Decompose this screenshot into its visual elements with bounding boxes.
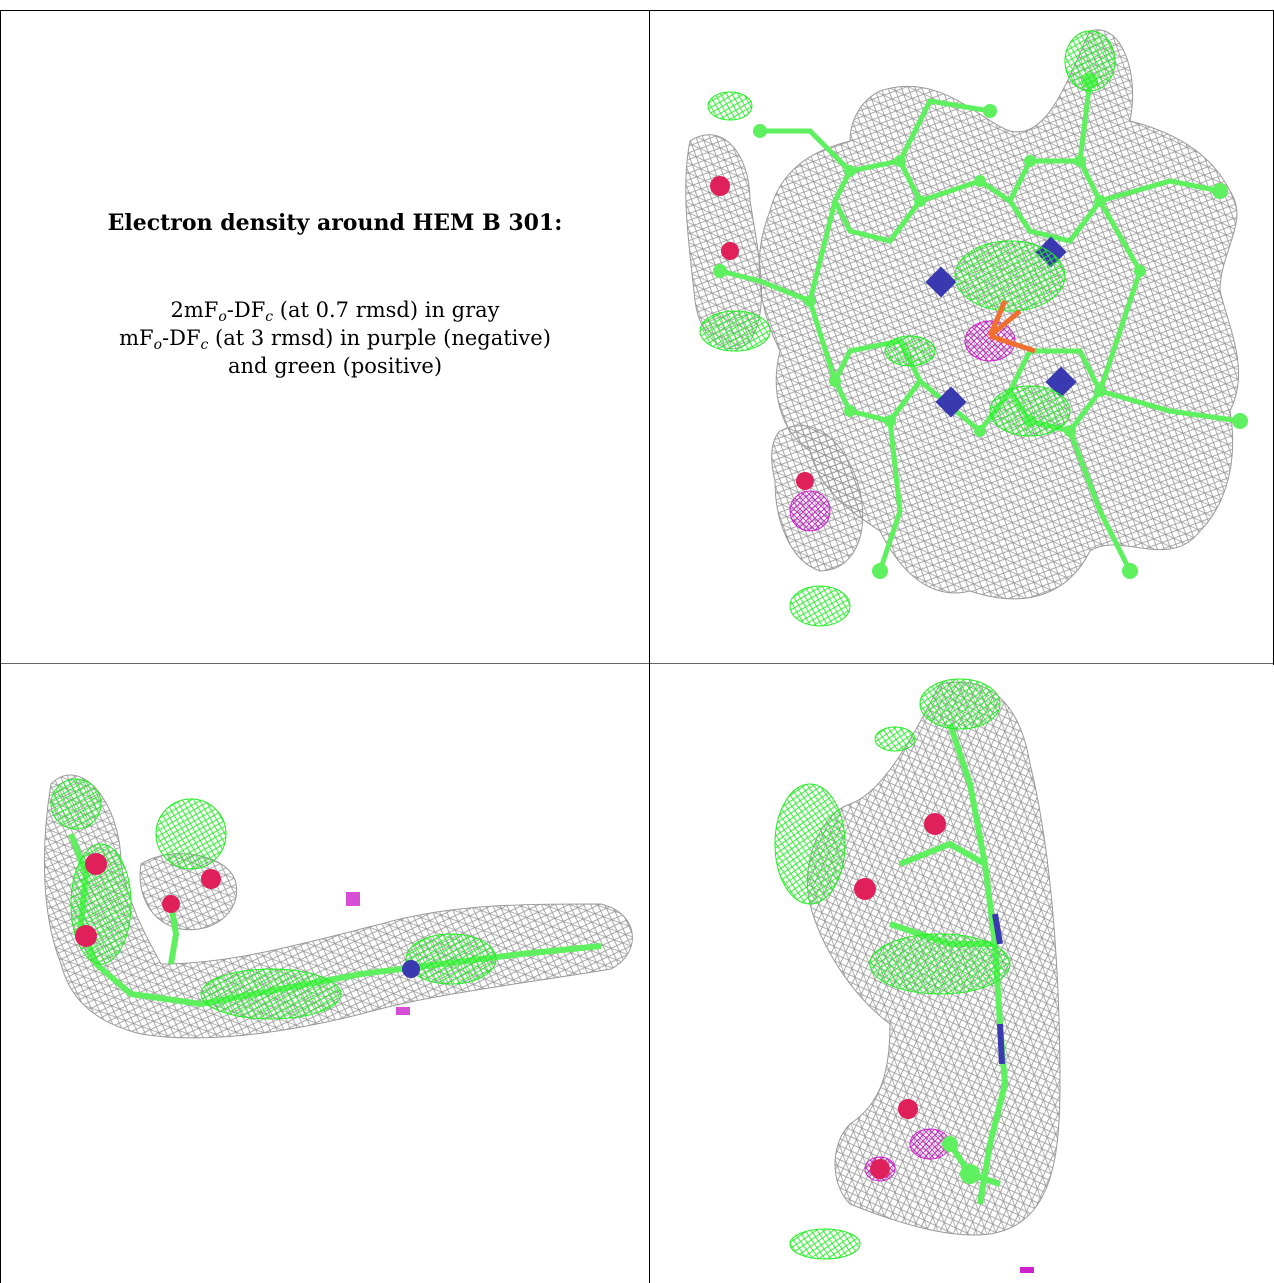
oxygen-atom bbox=[854, 878, 876, 900]
oxygen-atom bbox=[870, 1159, 890, 1179]
heme-face-illustration bbox=[685, 29, 1248, 627]
positive-density-blob bbox=[405, 933, 497, 985]
panel-heme-face-view bbox=[650, 11, 1273, 663]
panel-heme-side-view bbox=[650, 664, 1273, 1283]
oxygen-atom bbox=[201, 869, 221, 889]
positive-density-blob bbox=[707, 91, 753, 121]
positive-density-blob bbox=[989, 385, 1071, 437]
negative-density-blob bbox=[1020, 1267, 1034, 1273]
grid-top-line bbox=[0, 10, 1274, 11]
oxygen-atom bbox=[721, 242, 739, 260]
heme-side-illustration bbox=[774, 678, 1061, 1273]
carbon-atom bbox=[942, 1136, 958, 1152]
iron-center bbox=[987, 300, 1036, 354]
positive-density-blob bbox=[919, 678, 1001, 730]
oxygen-atom bbox=[924, 813, 946, 835]
grid-left-line bbox=[0, 10, 1, 1283]
negative-density-blob bbox=[789, 490, 831, 532]
carbon-atom bbox=[960, 1164, 980, 1184]
positive-density-blob bbox=[789, 1228, 861, 1260]
positive-density-blob bbox=[869, 933, 1011, 995]
positive-density-blob bbox=[789, 585, 851, 627]
nitrogen-atom bbox=[402, 960, 420, 978]
positive-density-blob bbox=[1064, 30, 1116, 92]
caption-cell: Electron density around HEM B 301: 2mFo-… bbox=[40, 150, 630, 380]
panel-heme-edge-view bbox=[1, 664, 649, 1283]
oxygen-atom bbox=[796, 472, 814, 490]
oxygen-atom bbox=[75, 925, 97, 947]
positive-density-blob bbox=[155, 798, 227, 870]
caption-line-fofc: mFo-DFc (at 3 rmsd) in purple (negative) bbox=[119, 326, 551, 353]
positive-density-blob bbox=[699, 310, 771, 352]
negative-density-blob bbox=[346, 892, 360, 906]
positive-density-blob bbox=[954, 240, 1066, 312]
positive-density-blob bbox=[200, 968, 342, 1020]
negative-density-blob bbox=[396, 1007, 410, 1015]
caption-line-2fofc: 2mFo-DFc (at 0.7 rmsd) in gray bbox=[170, 298, 500, 325]
grid-center-line bbox=[649, 10, 650, 1283]
positive-density-blob bbox=[874, 726, 916, 752]
positive-density-blob bbox=[884, 335, 936, 367]
negative-density-blob bbox=[964, 320, 1016, 362]
positive-density-blob bbox=[774, 783, 846, 905]
heme-edge-illustration bbox=[43, 774, 633, 1039]
caption-title: Electron density around HEM B 301: bbox=[107, 210, 563, 236]
oxygen-atom bbox=[85, 853, 107, 875]
grid-middle-line bbox=[0, 663, 1274, 664]
nitrogen-bonds bbox=[992, 913, 1005, 1065]
oxygen-atom bbox=[898, 1099, 918, 1119]
positive-density-blob bbox=[50, 778, 102, 830]
oxygen-atom bbox=[710, 176, 730, 196]
caption-legend: 2mFo-DFc (at 0.7 rmsd) in gray mFo-DFc (… bbox=[40, 296, 630, 380]
caption-line-colors: and green (positive) bbox=[227, 354, 443, 378]
oxygen-atom bbox=[162, 895, 180, 913]
